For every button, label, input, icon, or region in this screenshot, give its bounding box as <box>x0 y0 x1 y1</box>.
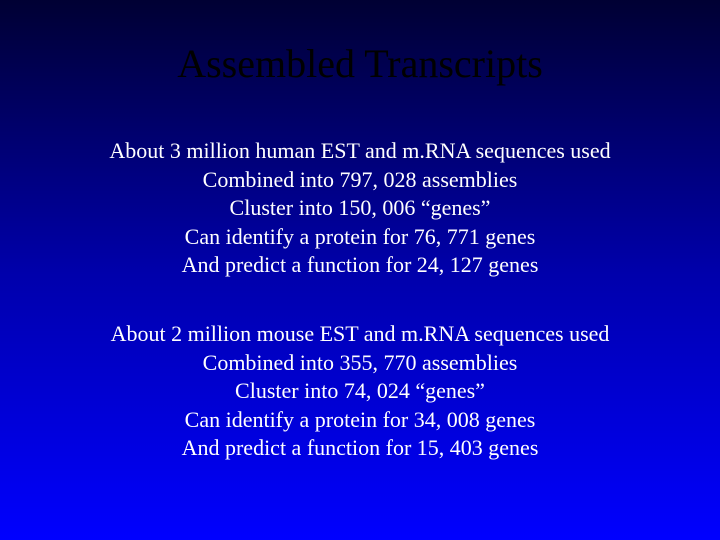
text-line: Combined into 797, 028 assemblies <box>50 166 670 195</box>
text-line: About 3 million human EST and m.RNA sequ… <box>50 137 670 166</box>
text-line: And predict a function for 24, 127 genes <box>50 251 670 280</box>
slide-container: Assembled Transcripts About 3 million hu… <box>0 0 720 540</box>
text-line: Can identify a protein for 34, 008 genes <box>50 406 670 435</box>
text-line: Cluster into 150, 006 “genes” <box>50 194 670 223</box>
section-mouse: About 2 million mouse EST and m.RNA sequ… <box>50 320 670 463</box>
text-line: About 2 million mouse EST and m.RNA sequ… <box>50 320 670 349</box>
section-human: About 3 million human EST and m.RNA sequ… <box>50 137 670 280</box>
text-line: And predict a function for 15, 403 genes <box>50 434 670 463</box>
slide-title: Assembled Transcripts <box>50 40 670 87</box>
text-line: Cluster into 74, 024 “genes” <box>50 377 670 406</box>
text-line: Can identify a protein for 76, 771 genes <box>50 223 670 252</box>
text-line: Combined into 355, 770 assemblies <box>50 349 670 378</box>
